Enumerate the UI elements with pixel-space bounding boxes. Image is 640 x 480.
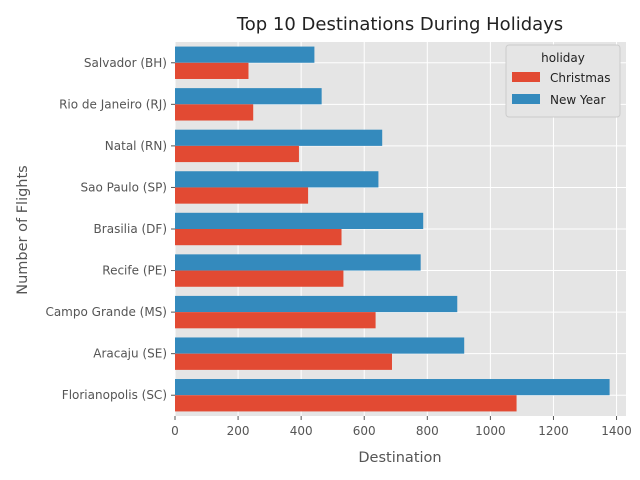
bar-christmas: [175, 270, 344, 287]
bar-new-year: [175, 379, 610, 396]
x-tick-label: 1200: [538, 424, 569, 438]
y-axis-label: Number of Flights: [15, 165, 31, 294]
legend-title: holiday: [541, 51, 585, 65]
bar-christmas: [175, 312, 376, 329]
bar-christmas: [175, 229, 342, 246]
bar-christmas: [175, 353, 392, 370]
bar-new-year: [175, 337, 465, 354]
y-tick-label: Campo Grande (MS): [45, 305, 167, 319]
x-tick-label: 400: [290, 424, 313, 438]
y-tick-label: Florianopolis (SC): [62, 388, 167, 402]
bar-new-year: [175, 46, 315, 63]
y-tick-label: Natal (RN): [105, 139, 167, 153]
y-tick-label: Recife (PE): [102, 264, 167, 278]
legend-label-new-year: New Year: [550, 93, 605, 107]
y-tick-label: Sao Paulo (SP): [81, 180, 168, 194]
x-axis-label: Destination: [358, 450, 441, 466]
x-tick-label: 1000: [475, 424, 506, 438]
legend-label-christmas: Christmas: [550, 71, 611, 85]
bar-christmas: [175, 104, 254, 121]
bar-christmas: [175, 62, 249, 79]
y-tick-label: Salvador (BH): [84, 56, 167, 70]
y-tick-label: Rio de Janeiro (RJ): [59, 97, 167, 111]
y-ticks: Salvador (BH) Rio de Janeiro (RJ) Natal (R…: [45, 56, 175, 402]
bar-christmas: [175, 187, 309, 204]
bar-christmas: [175, 145, 299, 163]
bars: [175, 46, 610, 412]
bar-new-year: [175, 295, 458, 313]
bar-new-year: [175, 254, 421, 271]
x-tick-label: 0: [171, 424, 179, 438]
bar-christmas: [175, 395, 517, 412]
x-tick-label: 600: [353, 424, 376, 438]
x-tick-label: 200: [227, 424, 250, 438]
legend-swatch-christmas: [512, 72, 540, 82]
x-ticks: 0 200 400 600 800 1000 1200 1400: [171, 416, 632, 438]
y-tick-label: Aracaju (SE): [93, 347, 167, 361]
bar-new-year: [175, 88, 322, 105]
bar-new-year: [175, 212, 424, 229]
bar-new-year: [175, 129, 383, 146]
legend-swatch-new-year: [512, 94, 540, 104]
x-tick-label: 800: [416, 424, 439, 438]
legend: holiday Christmas New Year: [505, 44, 621, 118]
y-tick-label: Brasilia (DF): [94, 222, 167, 236]
chart-title: Top 10 Destinations During Holidays: [236, 14, 563, 35]
x-tick-label: 1400: [601, 424, 632, 438]
bar-new-year: [175, 171, 379, 188]
